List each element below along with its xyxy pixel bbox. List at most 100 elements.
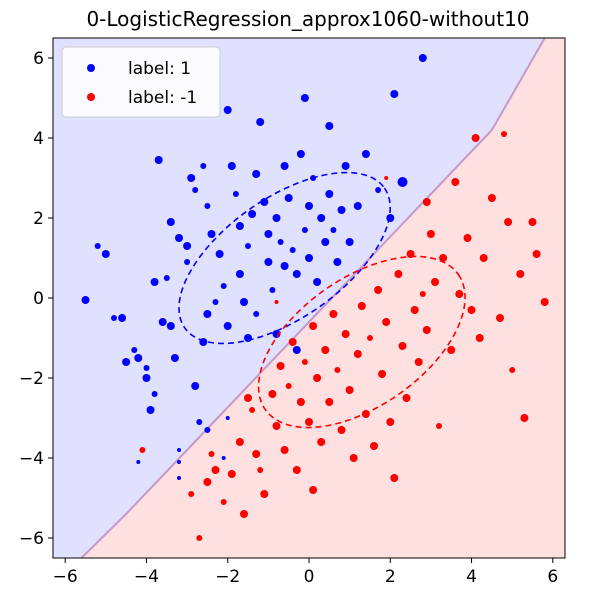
point-label-neg1	[325, 398, 334, 406]
point-label-neg1	[394, 270, 403, 278]
x-axis: −6 −4 −2 0 2 4 6	[53, 558, 558, 587]
point-label-1	[122, 358, 131, 366]
point-label-1	[264, 230, 273, 238]
legend: label: 1 label: -1	[61, 46, 221, 118]
point-label-1	[94, 243, 101, 249]
point-label-neg1	[208, 451, 215, 457]
point-label-1	[177, 476, 181, 480]
point-label-neg1	[274, 300, 279, 304]
point-label-neg1	[386, 418, 395, 426]
point-label-neg1	[426, 230, 435, 238]
point-label-neg1	[313, 374, 322, 382]
point-label-1	[101, 250, 110, 258]
point-label-1	[284, 194, 293, 202]
point-label-1	[196, 419, 203, 425]
decision-boundary-layer	[80, 38, 546, 558]
point-label-neg1	[309, 486, 318, 494]
point-label-1	[361, 150, 370, 158]
x-tick-label: 4	[466, 567, 477, 587]
point-label-neg1	[374, 286, 383, 294]
ellipse-label-neg1	[257, 255, 466, 429]
point-label-neg1	[257, 467, 264, 473]
point-label-1	[215, 250, 224, 258]
point-label-1	[277, 239, 284, 245]
point-label-neg1	[285, 383, 292, 389]
point-label-neg1	[501, 131, 507, 137]
point-label-1	[227, 162, 236, 170]
point-label-neg1	[382, 318, 391, 326]
point-label-1	[321, 238, 330, 246]
point-label-neg1	[235, 438, 244, 446]
point-label-1	[111, 315, 117, 321]
x-tick-label: −6	[53, 567, 78, 587]
point-label-neg1	[220, 499, 227, 505]
point-label-neg1	[309, 322, 318, 330]
point-label-neg1	[196, 535, 203, 541]
y-tick-label: 6	[33, 49, 44, 69]
point-label-neg1	[475, 334, 484, 342]
point-label-neg1	[301, 359, 308, 365]
point-label-neg1	[410, 306, 419, 314]
point-label-1	[158, 318, 167, 326]
point-label-1	[146, 406, 155, 414]
point-label-neg1	[378, 370, 387, 378]
point-label-1	[142, 374, 151, 382]
x-tick-label: 0	[304, 567, 315, 587]
point-label-neg1	[439, 254, 448, 262]
point-label-neg1	[384, 176, 389, 180]
point-label-neg1	[422, 198, 431, 206]
point-label-1	[280, 162, 289, 170]
point-label-1	[187, 174, 196, 182]
decision-boundary-line	[80, 38, 546, 558]
region-label-1	[53, 38, 545, 558]
point-label-neg1	[260, 490, 269, 498]
region-label-neg1	[81, 38, 565, 558]
point-label-1	[143, 365, 150, 371]
point-label-neg1	[353, 350, 362, 358]
point-label-neg1	[341, 330, 350, 338]
point-label-1	[325, 190, 334, 198]
point-label-1	[305, 202, 313, 210]
point-label-1	[136, 460, 141, 464]
point-label-1	[289, 247, 296, 253]
point-label-1	[325, 122, 334, 130]
y-tick-label: −6	[19, 529, 44, 549]
ellipse-layer	[178, 171, 466, 429]
point-label-1	[333, 258, 342, 266]
point-label-1	[353, 202, 362, 210]
point-label-1	[118, 314, 127, 322]
point-label-1	[292, 270, 301, 278]
y-tick-label: 2	[33, 209, 44, 229]
point-label-1	[163, 275, 170, 281]
point-label-1	[280, 262, 289, 270]
point-label-neg1	[305, 418, 313, 426]
x-tick-label: 6	[547, 567, 558, 587]
point-label-1	[256, 118, 265, 126]
point-label-neg1	[471, 134, 480, 142]
point-label-neg1	[467, 306, 476, 314]
point-label-1	[207, 230, 216, 238]
point-label-1	[235, 222, 244, 230]
point-label-neg1	[455, 290, 464, 298]
point-label-1	[166, 218, 175, 226]
point-label-1	[200, 163, 207, 169]
point-label-1	[223, 106, 232, 114]
point-label-neg1	[504, 218, 513, 226]
ellipse-label-1	[178, 171, 392, 345]
legend-label-1: label: 1	[128, 59, 191, 79]
point-label-neg1	[390, 474, 399, 482]
point-label-1	[154, 156, 163, 164]
point-label-1	[264, 258, 273, 266]
point-label-neg1	[268, 390, 277, 398]
point-label-neg1	[496, 314, 504, 322]
point-label-neg1	[516, 270, 525, 278]
point-label-1	[204, 427, 211, 433]
legend-marker-label-neg1	[87, 93, 95, 101]
point-label-neg1	[211, 466, 220, 474]
legend-label-neg1: label: -1	[128, 88, 197, 108]
point-label-1	[184, 259, 191, 265]
point-label-neg1	[357, 302, 366, 310]
point-label-1	[232, 191, 239, 197]
point-label-neg1	[296, 398, 305, 406]
